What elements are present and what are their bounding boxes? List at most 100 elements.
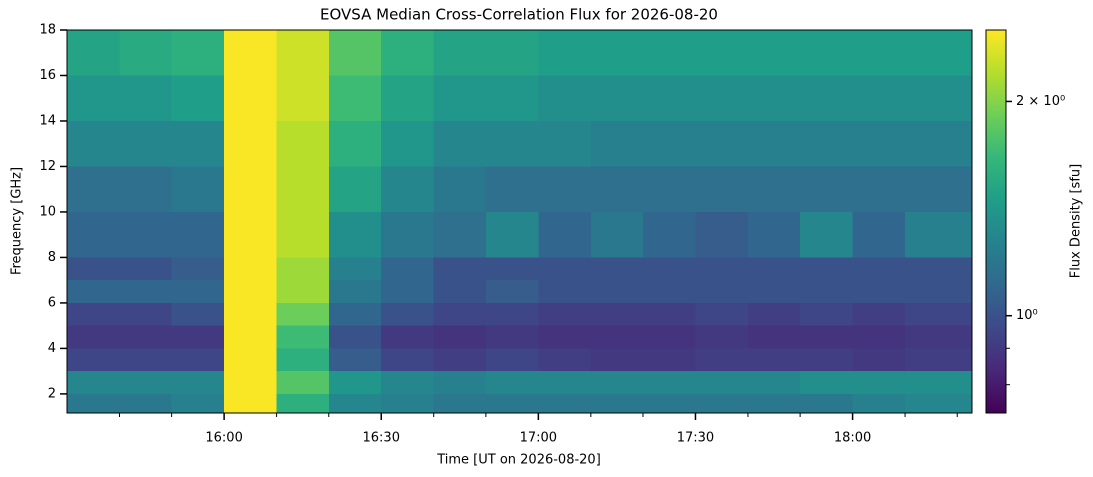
heatmap-cell <box>67 257 120 281</box>
heatmap-cell <box>276 120 329 167</box>
heatmap-cell <box>852 30 906 76</box>
y-tick-label: 12 <box>39 159 56 174</box>
heatmap-cell <box>381 280 434 303</box>
heatmap-cell <box>590 120 643 167</box>
heatmap-cell <box>276 166 329 212</box>
heatmap-cell <box>433 348 486 372</box>
heatmap-cell <box>67 75 120 121</box>
plot-frame <box>66 29 973 414</box>
heatmap-cell <box>747 257 801 281</box>
colorbar-label: Flux Density [sfu] <box>1069 164 1084 278</box>
heatmap-cell <box>852 302 906 326</box>
heatmap-cell <box>747 302 801 326</box>
heatmap-cell <box>747 120 801 167</box>
heatmap-cell <box>381 30 434 76</box>
heatmap-cell <box>852 120 906 167</box>
heatmap-cell <box>224 120 277 167</box>
heatmap-cell <box>433 166 486 212</box>
heatmap-cell <box>276 371 329 394</box>
heatmap-cell <box>119 211 172 258</box>
heatmap-cell <box>590 393 643 413</box>
heatmap-cell <box>695 30 748 76</box>
heatmap-cell <box>800 120 853 167</box>
heatmap-cell <box>381 348 434 372</box>
heatmap-cell <box>695 120 748 167</box>
heatmap-cell <box>67 120 120 167</box>
colorbar-tick-label: 2 × 10⁰ <box>1016 94 1065 109</box>
heatmap-cell <box>485 257 539 281</box>
heatmap-cell <box>433 280 486 303</box>
heatmap-cell <box>433 257 486 281</box>
heatmap-cell <box>747 393 801 413</box>
heatmap-cell <box>800 257 853 281</box>
heatmap-cell <box>67 393 120 413</box>
heatmap-cell <box>119 348 172 372</box>
heatmap-cell <box>328 257 382 281</box>
heatmap-cell <box>433 211 486 258</box>
heatmap-cell <box>800 325 853 349</box>
colorbar <box>985 29 1007 414</box>
heatmap-cell <box>276 30 329 76</box>
heatmap-cell <box>67 280 120 303</box>
y-axis-label: Frequency [GHz] <box>10 167 25 275</box>
heatmap-cell <box>538 393 591 413</box>
heatmap-cell <box>642 302 696 326</box>
heatmap-cell <box>485 30 539 76</box>
heatmap-cell <box>171 325 225 349</box>
heatmap-cell <box>224 325 277 349</box>
heatmap-cell <box>642 280 696 303</box>
heatmap-cell <box>747 348 801 372</box>
heatmap-cell <box>800 302 853 326</box>
heatmap-cell <box>328 325 382 349</box>
heatmap-cell <box>224 75 277 121</box>
heatmap-cell <box>695 393 748 413</box>
heatmap-cell <box>800 280 853 303</box>
heatmap-cell <box>224 257 277 281</box>
y-tick-label: 4 <box>48 341 56 356</box>
heatmap-cell <box>642 211 696 258</box>
heatmap-cell <box>642 393 696 413</box>
heatmap-cell <box>905 75 972 121</box>
heatmap-cell <box>590 280 643 303</box>
heatmap-cell <box>642 348 696 372</box>
heatmap-cell <box>485 302 539 326</box>
heatmap-cell <box>800 211 853 258</box>
heatmap-cell <box>328 120 382 167</box>
colorbar-tick-label: 10⁰ <box>1016 308 1038 323</box>
heatmap-cell <box>485 280 539 303</box>
heatmap-cell <box>485 75 539 121</box>
heatmap-cell <box>171 75 225 121</box>
heatmap-cell <box>224 302 277 326</box>
heatmap-cell <box>119 280 172 303</box>
heatmap-cell <box>433 325 486 349</box>
heatmap-cell <box>276 280 329 303</box>
heatmap-cell <box>381 166 434 212</box>
heatmap-cell <box>852 280 906 303</box>
heatmap-cell <box>485 166 539 212</box>
heatmap-cell <box>905 393 972 413</box>
heatmap-cell <box>119 325 172 349</box>
heatmap-cell <box>171 393 225 413</box>
heatmap-cell <box>695 348 748 372</box>
heatmap-cell <box>328 302 382 326</box>
x-tick-label: 17:00 <box>520 431 557 446</box>
heatmap-cell <box>747 30 801 76</box>
heatmap-cell <box>119 393 172 413</box>
heatmap-cell <box>276 393 329 413</box>
heatmap-cell <box>905 257 972 281</box>
heatmap-cell <box>590 166 643 212</box>
heatmap-cell <box>538 120 591 167</box>
heatmap-cell <box>538 325 591 349</box>
heatmap-cell <box>800 30 853 76</box>
heatmap-cell <box>852 393 906 413</box>
y-tick-label: 8 <box>48 250 56 265</box>
x-tick-label: 16:00 <box>205 431 242 446</box>
heatmap-cell <box>538 371 591 394</box>
heatmap-cell <box>590 325 643 349</box>
heatmap-cell <box>800 348 853 372</box>
heatmap-cell <box>538 75 591 121</box>
y-tick-label: 10 <box>39 204 56 219</box>
heatmap-cell <box>67 371 120 394</box>
heatmap-cell <box>67 325 120 349</box>
